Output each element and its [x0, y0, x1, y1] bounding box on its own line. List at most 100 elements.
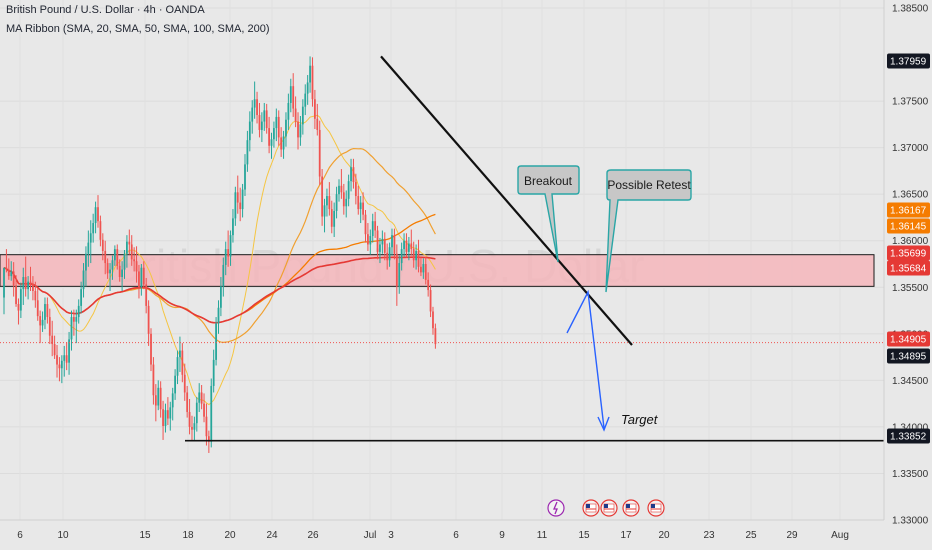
time-axis[interactable]: 6 10 15 18 20 24 26 Jul 3 6 9 11 15 17 20 23 25 29 Aug	[17, 530, 849, 541]
candle-body	[371, 221, 374, 237]
candle-body	[299, 124, 302, 138]
candle-body	[113, 249, 116, 261]
candle-body	[354, 182, 357, 197]
candle-body	[403, 240, 405, 250]
candle-body	[109, 269, 111, 274]
candle-body	[145, 284, 148, 306]
candle-body	[234, 192, 237, 219]
candle-body	[56, 355, 58, 365]
candle-body	[253, 99, 256, 108]
candle-body	[15, 285, 17, 305]
candle-body	[347, 181, 350, 199]
candle-body	[277, 116, 280, 138]
candle-body	[412, 249, 415, 261]
price-tick-label: 1.36000	[892, 236, 929, 247]
price-tick-label: 1.38500	[892, 4, 929, 15]
time-tick-label: 9	[499, 530, 505, 541]
projection-path	[566, 289, 605, 429]
candle-body	[128, 241, 131, 245]
candle-body	[268, 128, 270, 146]
candle-body	[427, 279, 430, 291]
candle-body	[39, 316, 42, 326]
candle-body	[415, 250, 418, 261]
price-tick-label: 1.33000	[892, 516, 929, 527]
candle-body	[150, 333, 152, 365]
time-tick-label: 18	[182, 530, 194, 541]
breakout-label: Breakout	[524, 174, 573, 188]
candle-body	[309, 65, 311, 83]
candle-body	[140, 267, 143, 288]
candle-body	[212, 359, 215, 386]
candle-body	[424, 264, 427, 280]
retest-callout-box	[605, 169, 692, 293]
price-tick-label: 1.34000	[892, 422, 929, 433]
retest-label: Possible Retest	[607, 178, 691, 192]
projection-arrowhead	[597, 416, 610, 432]
candle-body	[333, 210, 336, 227]
candle-body	[297, 121, 299, 138]
price-tick-label: 1.36500	[892, 190, 929, 201]
candle-body	[77, 305, 80, 318]
price-tag-box	[887, 245, 930, 261]
retest-callout: Possible Retest	[605, 169, 692, 293]
price-tag-label: 1.34905	[890, 335, 927, 346]
candle-body	[22, 277, 25, 290]
candle-body	[326, 196, 328, 206]
candle-body	[7, 269, 10, 277]
candle-body	[306, 82, 309, 94]
candles	[3, 56, 437, 453]
candle-body	[176, 357, 179, 376]
candle-body	[256, 99, 258, 116]
time-tick-label: 17	[620, 530, 632, 541]
candle-body	[362, 202, 364, 215]
price-tag-box	[887, 260, 930, 276]
candle-body	[104, 250, 107, 264]
candle-body	[94, 207, 97, 224]
lightning-icon	[553, 501, 558, 515]
time-tick-label: 6	[453, 530, 459, 541]
time-tick-label: 24	[266, 530, 278, 541]
candle-body	[101, 239, 104, 251]
candle-body	[65, 355, 68, 363]
price-tick-label: 1.34500	[892, 376, 929, 387]
candle-body	[244, 164, 246, 190]
price-tag-label: 1.36145	[890, 222, 927, 233]
candle-body	[195, 402, 198, 424]
candle-body	[116, 249, 119, 266]
candle-body	[53, 344, 56, 356]
candle-body	[19, 289, 22, 311]
candle-body	[323, 205, 326, 217]
candle-body	[287, 102, 290, 120]
candle-body	[321, 176, 324, 217]
price-tags: 1.37959 1.36167 1.36145 1.35699 1.35684 1.349…	[887, 53, 930, 444]
candle-body	[68, 339, 70, 363]
candle-body	[342, 192, 345, 207]
candle-body	[126, 241, 128, 254]
candle-body	[338, 185, 340, 195]
price-tag-label: 1.35684	[890, 264, 927, 275]
candle-body	[265, 110, 268, 129]
candle-body	[289, 86, 292, 103]
candle-body	[183, 374, 186, 393]
candle-body	[5, 267, 8, 270]
candle-body	[280, 137, 283, 150]
candle-body	[258, 115, 261, 130]
price-tag: 1.37959	[887, 53, 930, 69]
candle-body	[152, 364, 155, 396]
time-tick-label: Jul	[364, 530, 377, 541]
candle-body	[29, 281, 32, 284]
candle-body	[386, 252, 389, 261]
candle-body	[429, 290, 432, 312]
candle-body	[193, 423, 196, 430]
candle-body	[32, 283, 34, 291]
candle-body	[186, 392, 189, 413]
flag-canton	[651, 504, 655, 508]
candle-body	[70, 317, 73, 340]
flag-canton	[604, 504, 608, 508]
candle-body	[285, 119, 287, 137]
descending-trendline[interactable]	[380, 55, 633, 346]
candle-body	[420, 266, 422, 273]
candle-body	[41, 319, 44, 326]
candle-body	[391, 235, 393, 248]
